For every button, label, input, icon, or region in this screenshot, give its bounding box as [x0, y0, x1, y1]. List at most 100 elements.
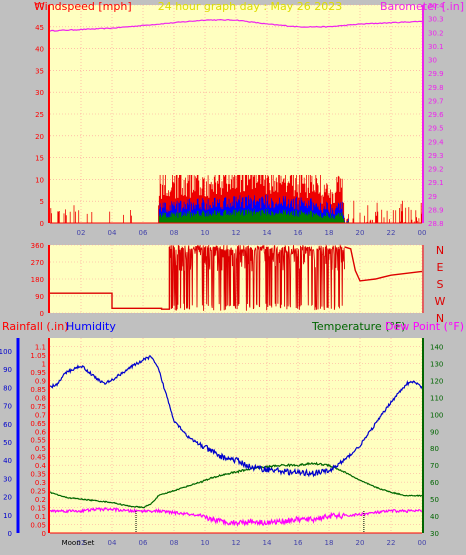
- compass-label: E: [437, 261, 444, 274]
- barometer-tick-label: 28.8: [428, 220, 444, 228]
- wind-direction-daytime-line: [168, 243, 345, 311]
- barometer-axis-title: Barometer [.in]: [380, 0, 464, 13]
- direction-degree-label: 360: [31, 242, 44, 250]
- temperature-tick-label: 100: [430, 411, 443, 419]
- x-tick-label: 10: [201, 229, 210, 237]
- barometer-tick-label: 29.8: [428, 84, 444, 92]
- wind-direction-axes: 0 N 90 E 180 S 270 W 360 N: [31, 242, 446, 325]
- wind-direction-line: [50, 246, 171, 310]
- barometer-tick-label: 30.3: [428, 16, 444, 24]
- barometer-tick-label: 29.7: [428, 97, 444, 105]
- x-tick-label: 12: [232, 539, 241, 547]
- x-tick-label: 06: [139, 229, 148, 237]
- rainfall-tick-label: 0.6: [35, 428, 47, 436]
- rainfall-axis-title: Rainfall (.in): [2, 320, 69, 333]
- rainfall-tick-label: 0.3: [35, 479, 46, 487]
- humidity-tick-label: 20: [3, 494, 12, 502]
- rainfall-tick-label: 0: [42, 530, 46, 538]
- rainfall-tick-label: 0.8: [35, 394, 46, 402]
- barometer-tick-label: 29.3: [428, 152, 444, 160]
- barometer-tick-label: 29.9: [428, 70, 444, 78]
- x-tick-label: 02: [77, 539, 86, 547]
- windspeed-tick-label: 40: [35, 46, 44, 54]
- barometer-tick-label: 29.4: [428, 138, 444, 146]
- windspeed-tick-label: 50: [35, 2, 44, 10]
- windspeed-tick-label: 45: [35, 24, 44, 32]
- rainfall-tick-label: 0.7: [35, 411, 46, 419]
- humidity-tick-label: 60: [3, 421, 12, 429]
- barometer-tick-label: 30.2: [428, 29, 444, 37]
- humidity-tick-label: 30: [3, 475, 12, 483]
- barometer-tick-label: 30.4: [428, 2, 444, 10]
- humidity-tick-label: 50: [3, 439, 12, 447]
- temperature-tick-label: 50: [430, 496, 439, 504]
- temp-humidity-grid: [50, 338, 423, 534]
- temperature-line: [49, 461, 423, 509]
- x-tick-label: 00: [418, 539, 427, 547]
- x-tick-label: 14: [263, 229, 272, 237]
- temperature-tick-label: 60: [430, 479, 439, 487]
- x-tick-label: 18: [325, 229, 334, 237]
- barometer-tick-label: 30.1: [428, 43, 444, 51]
- barometer-line: [49, 18, 423, 32]
- rainfall-tick-label: 0.95: [30, 369, 46, 377]
- x-tick-label: 08: [170, 229, 179, 237]
- temperature-tick-label: 110: [430, 394, 443, 402]
- windspeed-tick-label: 20: [35, 133, 44, 141]
- x-tick-label: 16: [294, 539, 303, 547]
- temp-humidity-axes: 00.050.10.150.20.250.30.350.40.450.50.55…: [0, 338, 443, 547]
- humidity-tick-label: 0: [8, 530, 12, 538]
- direction-degree-label: 270: [31, 259, 44, 267]
- rainfall-tick-label: 0.1: [35, 513, 46, 521]
- x-tick-label: 00: [418, 229, 427, 237]
- humidity-line: [49, 355, 423, 478]
- temperature-tick-label: 140: [430, 343, 443, 351]
- barometer-tick-label: 30: [428, 57, 437, 65]
- barometer-tick-label: 29.6: [428, 111, 444, 119]
- temperature-tick-label: 80: [430, 445, 439, 453]
- windspeed-tick-label: 10: [35, 176, 44, 184]
- rainfall-tick-label: 0.45: [30, 454, 46, 462]
- humidity-tick-label: 100: [0, 348, 12, 356]
- temperature-tick-label: 30: [430, 530, 439, 538]
- windspeed-tick-label: 0: [40, 220, 44, 228]
- wind-direction-line: [344, 246, 423, 282]
- temperature-tick-label: 120: [430, 377, 443, 385]
- wind-baro-axes: 0 5 10 15 20 25 30 35 40 45 50 28.8 28.9 29 29.1 29.2 29…: [35, 2, 444, 237]
- barometer-tick-label: 29.2: [428, 166, 444, 174]
- x-tick-label: 08: [170, 539, 179, 547]
- rainfall-tick-label: 0.5: [35, 445, 46, 453]
- direction-degree-label: 0: [40, 310, 44, 318]
- barometer-tick-label: 28.9: [428, 206, 444, 214]
- x-tick-label: 10: [201, 539, 210, 547]
- x-tick-label: 16: [294, 229, 303, 237]
- compass-label: S: [437, 278, 444, 291]
- temperature-axis-title: Temperature (°F): [311, 320, 406, 333]
- moon-set-label: Moon Set: [62, 539, 95, 547]
- dewpoint-line: [49, 506, 423, 527]
- x-tick-label: 06: [139, 539, 148, 547]
- dewpoint-axis-title: Dew Point (°F): [385, 320, 464, 333]
- rainfall-tick-label: 0.15: [30, 505, 46, 513]
- compass-label: N: [436, 244, 444, 257]
- rainfall-tick-label: 0.85: [30, 386, 46, 394]
- temperature-tick-label: 130: [430, 360, 443, 368]
- wind-baro-series: [49, 18, 423, 223]
- barometer-tick-label: 29.1: [428, 179, 444, 187]
- x-tick-label: 22: [387, 229, 396, 237]
- compass-label: N: [436, 312, 444, 325]
- chart-title: 24 hour graph day : May 26 2023: [158, 0, 343, 13]
- temperature-tick-label: 70: [430, 462, 439, 470]
- x-tick-label: 20: [356, 229, 365, 237]
- windspeed-tick-label: 25: [35, 111, 44, 119]
- direction-degree-label: 180: [31, 276, 44, 284]
- direction-degree-label: 90: [35, 293, 44, 301]
- compass-label: W: [435, 295, 446, 308]
- rainfall-tick-label: 1.05: [30, 352, 46, 360]
- humidity-tick-label: 40: [3, 457, 12, 465]
- rainfall-tick-label: 0.25: [30, 488, 46, 496]
- x-tick-label: 18: [325, 539, 334, 547]
- temperature-tick-label: 40: [430, 513, 439, 521]
- x-tick-label: 04: [108, 229, 117, 237]
- x-tick-label: 02: [77, 229, 86, 237]
